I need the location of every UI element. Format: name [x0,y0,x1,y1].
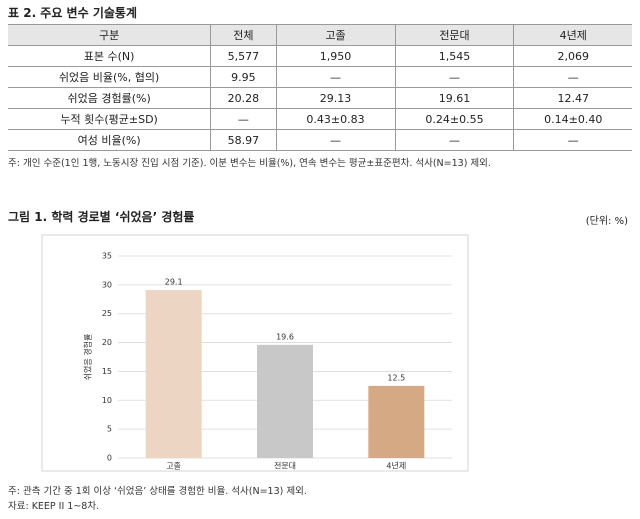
chart-unit: (단위: %) [585,216,628,227]
x-tick-label: 전문대 [274,461,296,471]
y-tick-label: 10 [102,396,112,405]
cell: — [275,66,396,88]
x-tick-label: 4년제 [386,461,406,471]
row: 여성 비율(%) 58.97— — — [8,129,632,151]
header-cell: 전문대 [394,24,515,46]
cell: 12.47 [513,87,632,109]
cell: 0.43±0.83 [275,108,396,130]
cell: 1,545 [394,45,515,67]
table-note: 주: 개인 수준(1인 1행, 노동시장 진입 시점 기준). 이분 변수는 비… [8,158,491,169]
cell: 0.24±0.55 [394,108,515,130]
row: 쉬었음 경험률(%) 20.28 29.13 19.61 12.47 [8,87,632,109]
cell: 1,950 [275,45,396,67]
row: 누적 횟수(평균±SD) —0.43±0.83 0.24±0.55 0.14±0.40 [8,108,632,130]
cell: — [394,129,515,151]
data-label: 12.5 [387,373,405,382]
cell: 58.97 [210,129,277,151]
row: 표본 수(N) 5,577 1,950 1,545 2,069 [8,45,632,67]
table-title: 표 2. 주요 변수 기술통계 [8,6,137,20]
bar [368,385,425,458]
bar [257,344,313,458]
y-tick-label: 25 [102,309,112,318]
cell: — [275,129,396,151]
chart-note: 주: 관측 기간 중 1회 이상 ‘쉬었음’ 상태를 경험한 비율. 석사(N=… [8,486,307,497]
cell: 5,577 [210,45,277,67]
cell: 0.14±0.40 [513,108,632,130]
header-cell: 고졸 [275,24,396,46]
cell: 29.13 [275,87,396,109]
y-tick-label: 35 [102,252,112,261]
y-tick-label: 30 [102,280,112,289]
stats-table: 구분 전체 고졸 전문대 4년제 표본 수(N) 5,577 1,950 1,545 2,069 쉬… [8,24,632,151]
bar [145,290,202,458]
row: 쉬었음 비율(%, 협의) 9.95— — — [8,66,632,88]
y-tick-label: 0 [107,454,112,463]
y-tick-label: 20 [102,338,112,347]
chart-title: 그림 1. 학력 경로별 ‘쉬었음’ 경험률 [8,210,195,224]
x-tick-label: 고졸 [166,462,181,471]
cell: — [513,129,632,151]
cell: 표본 수(N) [8,45,212,67]
chart: 쉬었음 경험률 0 5 10 15 20 25 30 35 고졸 29.1 전문대 19.6 4년제 12… [41,234,469,472]
cell: — [394,66,515,88]
y-tick-label: 5 [107,425,112,434]
data-label: 29.1 [165,278,183,287]
y-axis-label: 쉬었음 경험률 [83,334,93,381]
cell: 20.28 [210,87,277,109]
chart-source: 자료: KEEP II 1~8차. [8,501,100,512]
header-cell: 4년제 [513,24,632,46]
data-label: 19.6 [276,332,294,341]
cell: 누적 횟수(평균±SD) [8,108,212,130]
cell: 19.61 [394,87,515,109]
cell: 쉬었음 비율(%, 협의) [8,66,212,88]
cell: 여성 비율(%) [8,129,212,151]
cell: 2,069 [513,45,632,67]
cell: — [210,108,277,130]
header-row: 구분 전체 고졸 전문대 4년제 [8,24,632,46]
cell: 쉬었음 경험률(%) [8,87,212,109]
header-cell: 구분 [8,24,212,46]
cell: 9.95 [210,66,277,88]
y-tick-label: 15 [102,367,112,376]
cell: — [513,66,632,88]
header-cell: 전체 [210,24,277,46]
